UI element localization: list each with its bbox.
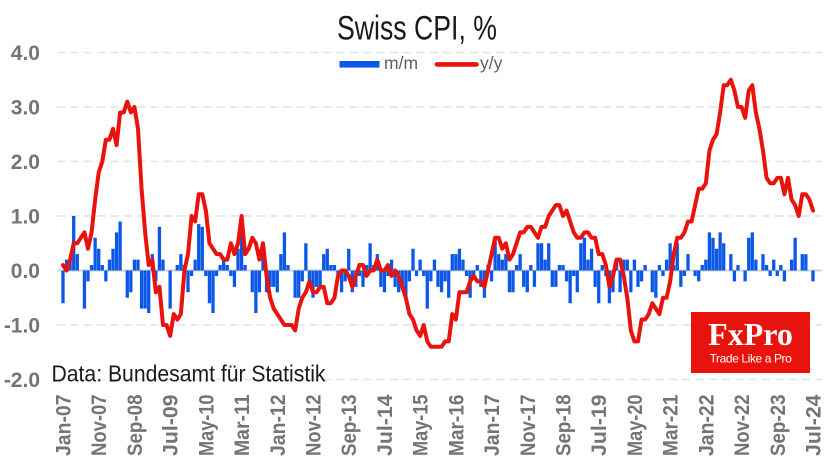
svg-text:3.0: 3.0 [11,97,40,120]
svg-text:-2.0: -2.0 [4,369,40,392]
svg-text:Swiss CPI, %: Swiss CPI, % [337,10,497,48]
svg-text:-1.0: -1.0 [4,315,40,338]
svg-text:0.0: 0.0 [11,260,40,283]
svg-text:Trade Like a Pro: Trade Like a Pro [710,352,793,366]
svg-text:FxPro: FxPro [708,316,793,352]
svg-text:4.0: 4.0 [11,42,40,65]
svg-text:Jul-19: Jul-19 [588,395,611,457]
svg-text:1.0: 1.0 [11,206,40,229]
svg-text:Mar-11: Mar-11 [231,394,254,456]
svg-text:m/m: m/m [384,53,418,73]
svg-text:Sep-23: Sep-23 [767,395,790,457]
svg-text:Sep-18: Sep-18 [553,394,576,456]
svg-text:Nov-17: Nov-17 [517,395,540,457]
svg-text:Mar-16: Mar-16 [445,395,468,457]
svg-text:Jul-09: Jul-09 [160,395,183,457]
svg-text:Jul-14: Jul-14 [374,394,397,456]
svg-text:Nov-12: Nov-12 [303,395,326,457]
svg-text:May-20: May-20 [624,395,647,457]
svg-text:Mar-21: Mar-21 [660,394,683,456]
svg-text:May-15: May-15 [410,394,433,456]
svg-text:Nov-22: Nov-22 [731,395,754,457]
svg-text:y/y: y/y [480,53,503,73]
svg-text:2.0: 2.0 [11,151,40,174]
svg-text:Sep-13: Sep-13 [338,395,361,457]
svg-text:Jan-22: Jan-22 [695,395,718,457]
svg-text:Jan-17: Jan-17 [481,395,504,457]
svg-text:Data: Bundesamt für Statistik: Data: Bundesamt für Statistik [52,360,326,386]
svg-text:Sep-08: Sep-08 [124,394,147,456]
svg-text:May-10: May-10 [195,395,218,457]
svg-text:Jan-07: Jan-07 [53,395,76,457]
svg-text:Jul-24: Jul-24 [802,394,825,456]
svg-text:Nov-07: Nov-07 [88,395,111,457]
svg-text:Jan-12: Jan-12 [267,395,290,457]
